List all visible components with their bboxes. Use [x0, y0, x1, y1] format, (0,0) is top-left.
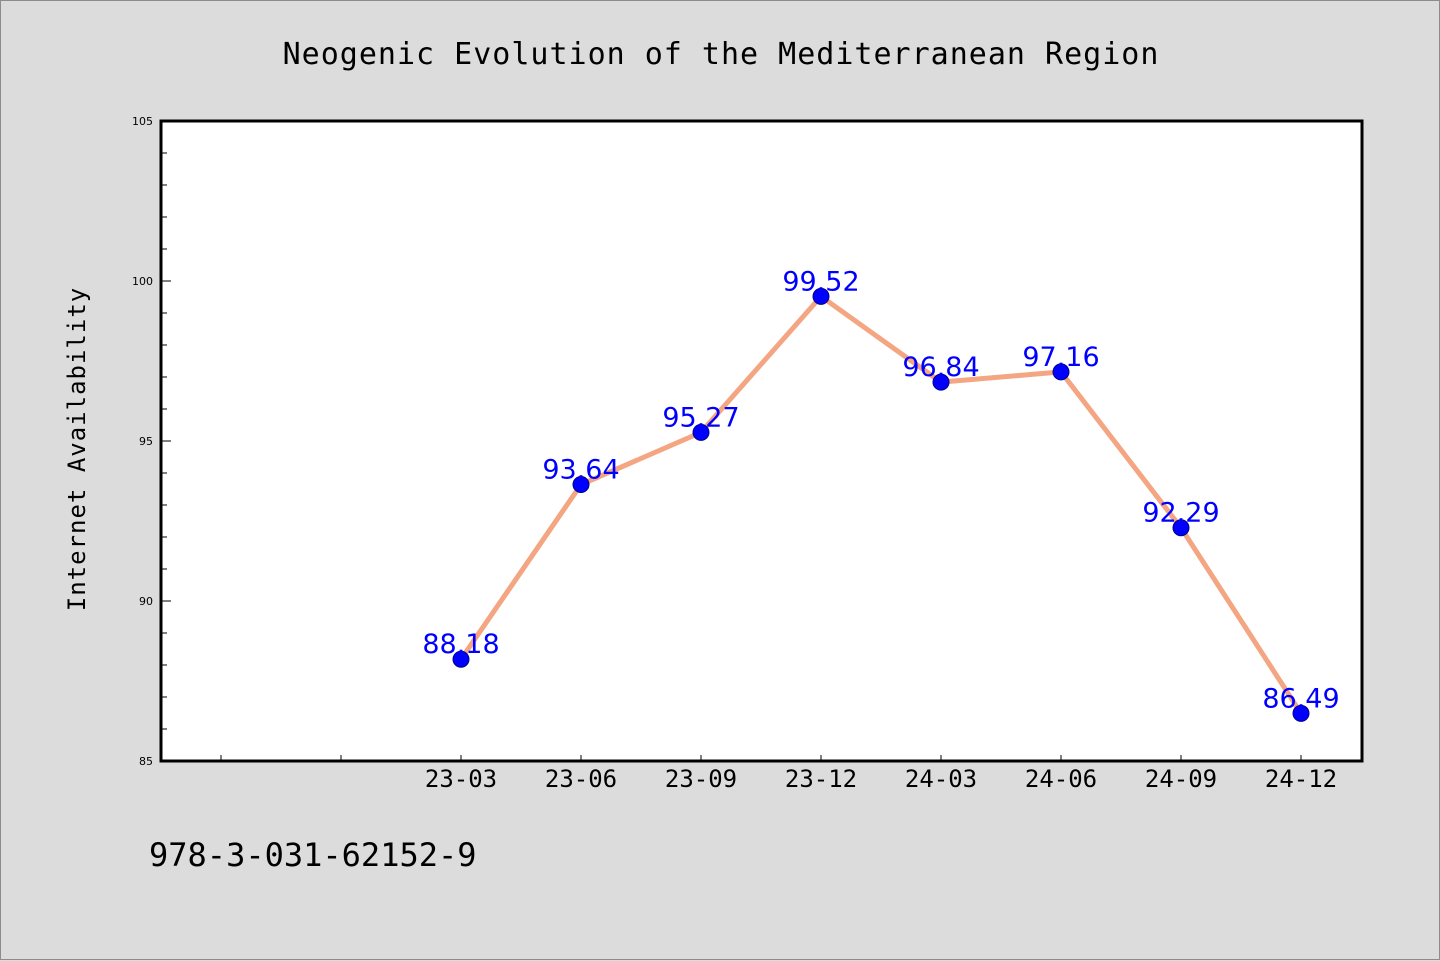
data-label: 92.29 — [1142, 498, 1219, 529]
y-tick-label: 100 — [132, 275, 153, 288]
series-line-layer — [458, 293, 1304, 715]
x-tick-label: 24-06 — [1025, 765, 1097, 793]
y-tick-labels: 85 90 95 100 105 — [132, 115, 153, 768]
data-point-marker — [572, 476, 590, 494]
data-label: 88.18 — [422, 629, 499, 660]
y-tick-label: 95 — [139, 435, 153, 448]
chart-title: Neogenic Evolution of the Mediterranean … — [283, 37, 1160, 72]
data-labels: 88.18 93.64 95.27 99.52 96.84 97.16 92.29 86.49 — [422, 266, 1339, 714]
y-tick-label: 105 — [132, 115, 153, 128]
data-label: 97.16 — [1022, 342, 1099, 373]
data-label: 93.64 — [542, 455, 619, 486]
data-markers — [452, 287, 1310, 722]
data-label: 99.52 — [782, 266, 859, 297]
x-tick-labels: 23-03 23-06 23-09 23-12 24-03 24-06 24-09 24-12 — [425, 765, 1337, 793]
data-point-marker — [1052, 363, 1070, 381]
x-tick-label: 23-03 — [425, 765, 497, 793]
data-point-marker — [1292, 704, 1310, 722]
y-tick-label: 85 — [139, 755, 153, 768]
data-point-marker — [692, 423, 710, 441]
data-point-marker — [452, 650, 470, 668]
plot-frame — [159, 119, 1364, 763]
x-tick-label: 23-09 — [665, 765, 737, 793]
x-tick-label: 24-09 — [1145, 765, 1217, 793]
y-tick-label: 90 — [139, 595, 153, 608]
x-tick-label: 24-03 — [905, 765, 977, 793]
x-tick-label: 23-06 — [545, 765, 617, 793]
data-point-marker — [1172, 519, 1190, 537]
x-tick-label: 23-12 — [785, 765, 857, 793]
data-label: 95.27 — [662, 402, 739, 433]
data-point-marker — [932, 373, 950, 391]
series-line — [458, 293, 1304, 715]
data-label: 86.49 — [1262, 683, 1339, 714]
plot-area — [161, 121, 1362, 761]
data-label: 96.84 — [902, 352, 979, 383]
footer-isbn: 978-3-031-62152-9 — [149, 836, 477, 874]
data-point-marker — [812, 287, 830, 305]
x-tick-label: 24-12 — [1265, 765, 1337, 793]
y-axis-label: Internet Availability — [63, 287, 91, 611]
